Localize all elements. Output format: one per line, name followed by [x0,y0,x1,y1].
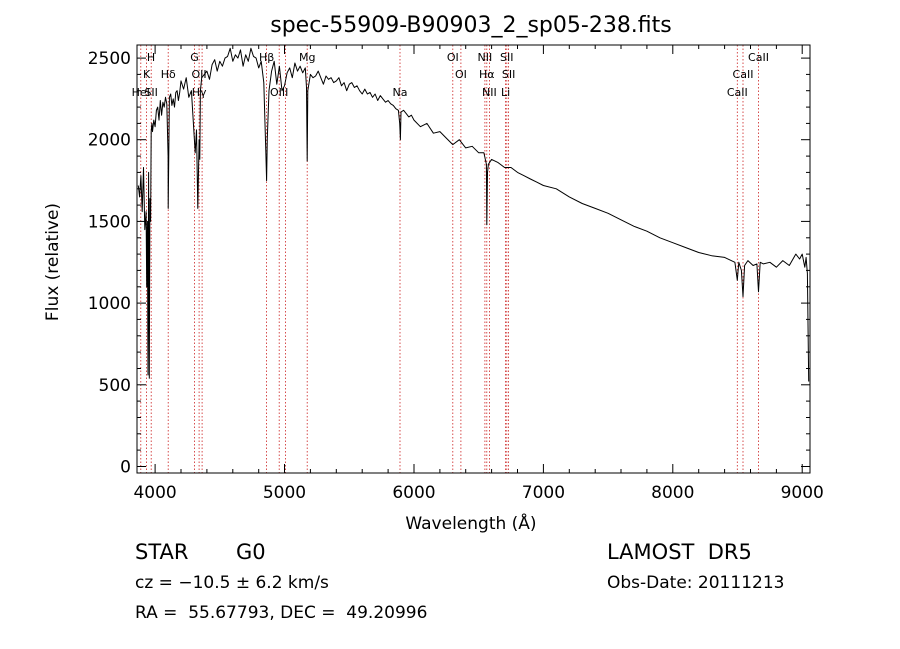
axis-ticks [137,45,810,473]
spectral-line-label: G [190,51,199,64]
spectral-line-label: Hδ [161,68,176,81]
y-tick-label: 1500 [88,212,131,232]
y-tick-label: 1000 [88,294,131,314]
spectral-line-label: SII [500,51,513,64]
spectral-line-label: NII [482,86,497,99]
y-tick-label: 2000 [88,131,131,151]
spectral-line-label: Mg [299,51,315,64]
spectral-line-label: HeI [132,86,150,99]
plot-frame [136,44,811,474]
spectrum-line [137,47,810,382]
spectral-line-label: Hγ [192,86,207,99]
spectral-line-label: K [143,68,151,81]
sky-coordinates: RA = 55.67793, DEC = 49.20996 [135,603,428,623]
spectral-line-label: Li [501,86,510,99]
spectral-line-label: CaII [748,51,769,64]
chart-title: spec-55909-B90903_2_sp05-238.fits [270,13,672,38]
y-tick-labels: 0 500 1000 1500 2000 2500 [88,49,131,477]
y-tick-label: 2500 [88,49,131,69]
x-tick-label: 7000 [522,483,565,503]
object-subclass: G0 [236,540,266,564]
spectral-line-label: CaII [733,68,754,81]
spectral-line-label: H [147,51,155,64]
y-tick-label: 500 [99,376,131,396]
spectral-line-label: NII [478,51,493,64]
spectral-line-label: OI [447,51,459,64]
x-tick-label: 5000 [263,483,306,503]
observation-date: Obs-Date: 20111213 [607,573,785,593]
spectral-line-label: Hβ [259,51,274,64]
spectral-line-markers [140,45,759,473]
spectral-line-label: Hα [479,68,495,81]
spectral-line-label: OIII [270,86,288,99]
x-tick-label: 4000 [133,483,176,503]
y-tick-label: 0 [120,458,131,478]
x-tick-label: 6000 [392,483,435,503]
x-axis-label: Wavelength (Å) [405,512,536,534]
object-class: STAR [135,540,189,564]
spectral-line-label: CaII [727,86,748,99]
spectrum-series [137,47,810,382]
spectral-line-label: OI [455,68,467,81]
survey-name: LAMOST DR5 [607,540,752,564]
y-axis-label: Flux (relative) [43,203,63,321]
spectral-line-label: SII [502,68,515,81]
x-tick-labels: 4000 5000 6000 7000 8000 9000 [133,483,823,503]
x-tick-label: 8000 [651,483,694,503]
spectral-line-label: Na [393,86,408,99]
redshift-velocity: cz = −10.5 ± 6.2 km/s [135,573,329,593]
spectral-line-labels: KHHeISIIHδGOIIHγHβOIIIMgNaOIOINIIHαNIISI… [132,51,769,99]
spectral-line-label: SII [144,86,157,99]
spectral-line-label: OII [192,68,207,81]
x-tick-label: 9000 [781,483,824,503]
